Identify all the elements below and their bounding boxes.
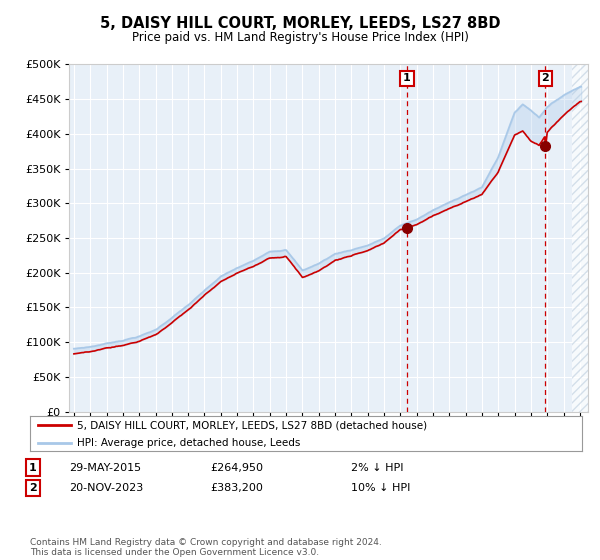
Bar [572,64,588,412]
Text: 20-NOV-2023: 20-NOV-2023 [69,483,143,493]
Text: Contains HM Land Registry data © Crown copyright and database right 2024.
This d: Contains HM Land Registry data © Crown c… [30,538,382,557]
Text: 1: 1 [29,463,37,473]
Text: 29-MAY-2015: 29-MAY-2015 [69,463,141,473]
Bar [572,64,588,412]
Text: 5, DAISY HILL COURT, MORLEY, LEEDS, LS27 8BD: 5, DAISY HILL COURT, MORLEY, LEEDS, LS27… [100,16,500,31]
Text: £264,950: £264,950 [210,463,263,473]
Text: HPI: Average price, detached house, Leeds: HPI: Average price, detached house, Leed… [77,438,300,448]
Text: 5, DAISY HILL COURT, MORLEY, LEEDS, LS27 8BD (detached house): 5, DAISY HILL COURT, MORLEY, LEEDS, LS27… [77,421,427,431]
Text: 2% ↓ HPI: 2% ↓ HPI [351,463,404,473]
Text: £383,200: £383,200 [210,483,263,493]
Text: 1: 1 [403,73,411,83]
Text: Price paid vs. HM Land Registry's House Price Index (HPI): Price paid vs. HM Land Registry's House … [131,31,469,44]
Text: 10% ↓ HPI: 10% ↓ HPI [351,483,410,493]
Text: 2: 2 [542,73,549,83]
Text: 2: 2 [29,483,37,493]
